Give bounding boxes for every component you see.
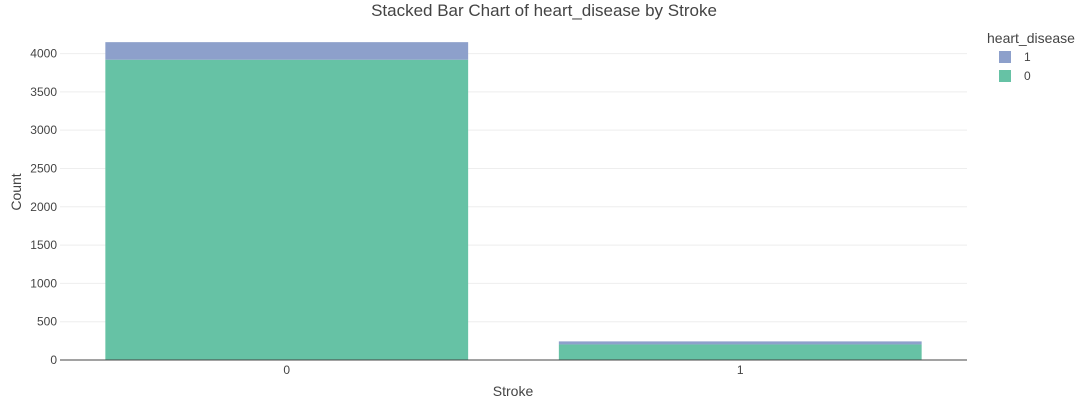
bar-stroke-1-heart-disease-0[interactable] (558, 344, 922, 360)
y-tick-label: 3000 (30, 123, 57, 137)
legend-label-1[interactable]: 1 (1024, 50, 1031, 64)
x-tick-label: 0 (283, 363, 290, 377)
bar-stroke-0-heart-disease-0[interactable] (105, 59, 469, 360)
legend-label-0[interactable]: 0 (1024, 69, 1031, 83)
bar-stroke-0-heart-disease-1[interactable] (105, 42, 469, 60)
legend-swatch-0[interactable] (999, 70, 1011, 82)
y-tick-label: 1500 (30, 238, 57, 252)
y-tick-label: 2000 (30, 200, 57, 214)
chart-title: Stacked Bar Chart of heart_disease by St… (371, 1, 717, 20)
y-tick-label: 4000 (30, 47, 57, 61)
bars[interactable] (105, 42, 922, 360)
legend-title: heart_disease (987, 30, 1075, 46)
x-axis-title: Stroke (493, 383, 534, 399)
y-ticks: 0 500 1000 1500 2000 2500 3000 3500 4000 (30, 47, 57, 367)
x-tick-label: 1 (737, 363, 744, 377)
y-tick-label: 3500 (30, 85, 57, 99)
y-tick-label: 2500 (30, 161, 57, 175)
legend: heart_disease 1 0 (987, 30, 1075, 83)
y-axis-title: Count (8, 173, 24, 210)
y-tick-label: 0 (50, 353, 57, 367)
y-tick-label: 500 (37, 315, 57, 329)
bar-stroke-1-heart-disease-1[interactable] (558, 341, 922, 345)
legend-swatch-1[interactable] (999, 51, 1011, 63)
y-tick-label: 1000 (30, 276, 57, 290)
